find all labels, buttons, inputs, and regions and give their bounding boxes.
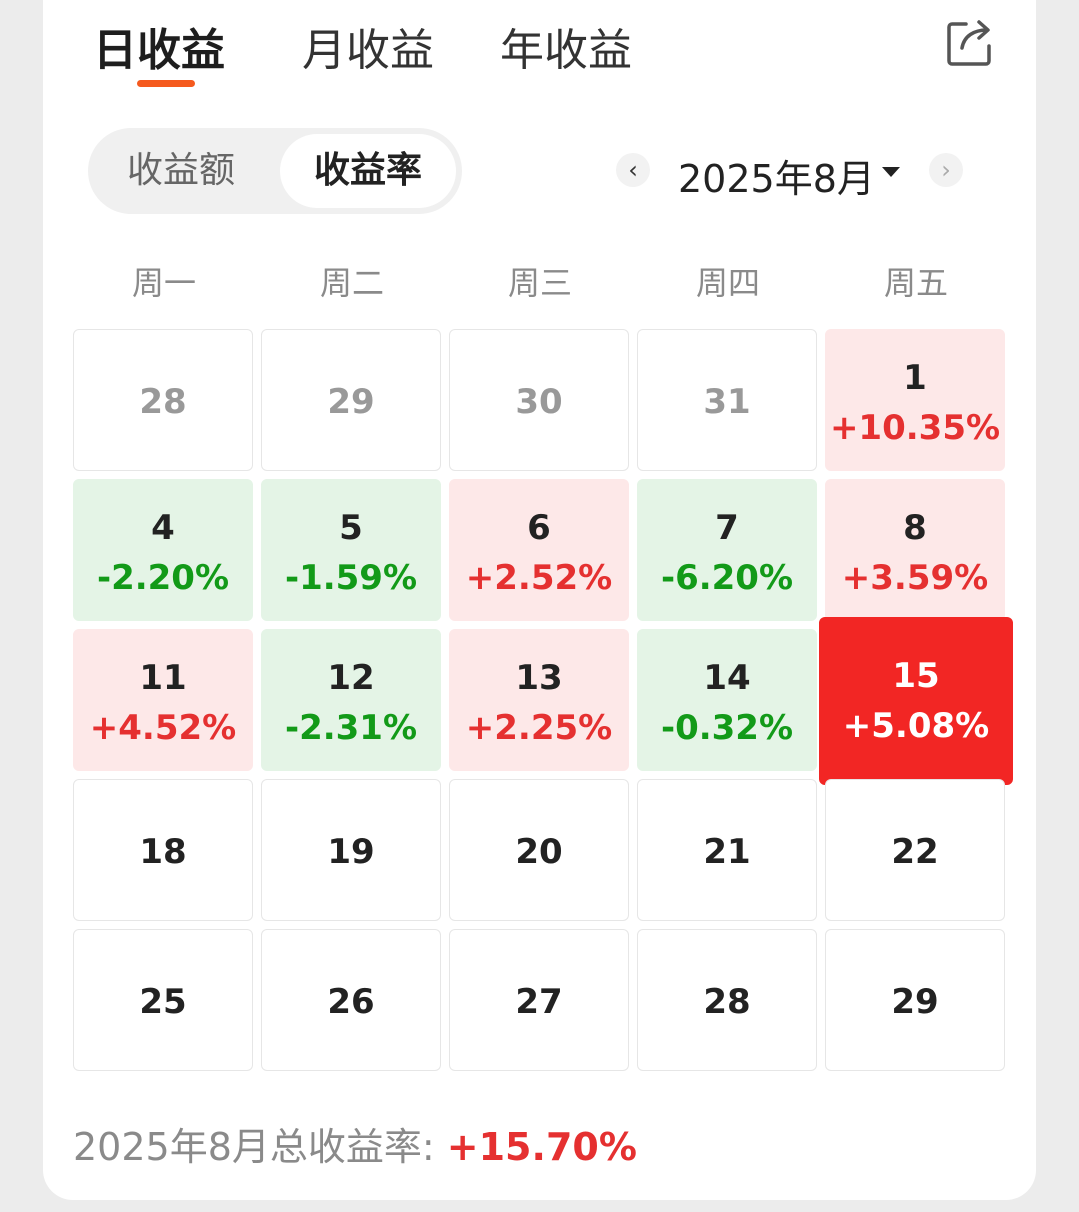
day-number: 29 xyxy=(891,982,939,1022)
month-label[interactable]: 2025年8月 xyxy=(678,157,875,201)
day-return-rate: +2.25% xyxy=(465,708,613,748)
calendar-day-cell[interactable]: 6 +2.52% xyxy=(449,479,629,621)
day-number: 25 xyxy=(139,982,187,1022)
day-return-rate: +3.59% xyxy=(841,558,989,598)
day-number: 1 xyxy=(903,358,927,398)
day-number: 15 xyxy=(892,656,940,696)
day-return-rate: -0.32% xyxy=(660,708,794,748)
calendar-day-cell[interactable]: 11 +4.52% xyxy=(73,629,253,771)
day-number: 13 xyxy=(515,658,563,698)
calendar-day-cell[interactable]: 27 xyxy=(449,929,629,1071)
calendar-day-cell[interactable]: 20 xyxy=(449,779,629,921)
calendar-day-cell[interactable]: 29 xyxy=(825,929,1005,1071)
day-return-rate: -2.20% xyxy=(96,558,230,598)
day-number: 8 xyxy=(903,508,927,548)
tab-daily-earnings[interactable]: 日收益 xyxy=(93,25,225,76)
day-return-rate: +5.08% xyxy=(842,706,990,746)
day-return-rate: -6.20% xyxy=(660,558,794,598)
day-number: 7 xyxy=(715,508,739,548)
day-number: 28 xyxy=(703,982,751,1022)
calendar-day-cell[interactable]: 30 xyxy=(449,329,629,471)
calendar-day-cell[interactable]: 21 xyxy=(637,779,817,921)
calendar-day-cell[interactable]: 12 -2.31% xyxy=(261,629,441,771)
calendar-day-cell[interactable]: 19 xyxy=(261,779,441,921)
calendar-day-cell[interactable]: 14 -0.32% xyxy=(637,629,817,771)
weekday-wednesday: 周三 xyxy=(507,264,572,302)
day-number: 27 xyxy=(515,982,563,1022)
day-number: 5 xyxy=(339,508,363,548)
weekday-monday: 周一 xyxy=(131,264,196,302)
calendar-day-cell[interactable]: 18 xyxy=(73,779,253,921)
day-return-rate: -1.59% xyxy=(284,558,418,598)
calendar-day-cell[interactable]: 13 +2.25% xyxy=(449,629,629,771)
tab-monthly-earnings[interactable]: 月收益 xyxy=(302,25,434,76)
calendar-day-cell[interactable]: 5 -1.59% xyxy=(261,479,441,621)
day-number: 20 xyxy=(515,832,563,872)
calendar-day-cell[interactable]: 15 +5.08% xyxy=(819,617,1013,785)
calendar-day-cell[interactable]: 7 -6.20% xyxy=(637,479,817,621)
calendar-day-cell[interactable]: 28 xyxy=(73,329,253,471)
tab-yearly-earnings[interactable]: 年收益 xyxy=(500,25,632,76)
summary-value: +15.70% xyxy=(446,1125,637,1169)
monthly-total-rate: 2025年8月总收益率: +15.70% xyxy=(73,1116,637,1171)
next-month-button[interactable]: › xyxy=(929,153,963,187)
caret-down-icon[interactable] xyxy=(882,167,900,177)
share-icon[interactable] xyxy=(944,18,994,68)
segment-rate[interactable]: 收益率 xyxy=(280,134,456,208)
calendar-day-cell[interactable]: 4 -2.20% xyxy=(73,479,253,621)
day-return-rate: -2.31% xyxy=(284,708,418,748)
day-number: 31 xyxy=(703,382,751,422)
weekday-tuesday: 周二 xyxy=(319,264,384,302)
day-number: 14 xyxy=(703,658,751,698)
day-number: 29 xyxy=(327,382,375,422)
day-number: 11 xyxy=(139,658,187,698)
day-number: 6 xyxy=(527,508,551,548)
day-number: 12 xyxy=(327,658,375,698)
day-number: 4 xyxy=(151,508,175,548)
day-return-rate: +2.52% xyxy=(465,558,613,598)
prev-month-button[interactable]: ‹ xyxy=(616,153,650,187)
day-return-rate: +4.52% xyxy=(89,708,237,748)
day-number: 19 xyxy=(327,832,375,872)
day-number: 26 xyxy=(327,982,375,1022)
weekday-friday: 周五 xyxy=(883,264,948,302)
day-number: 30 xyxy=(515,382,563,422)
calendar-day-cell[interactable]: 22 xyxy=(825,779,1005,921)
active-tab-indicator xyxy=(137,80,195,87)
summary-label: 2025年8月总收益率: xyxy=(73,1125,447,1169)
day-number: 28 xyxy=(139,382,187,422)
calendar-day-cell[interactable]: 25 xyxy=(73,929,253,1071)
day-return-rate: +10.35% xyxy=(829,408,1001,448)
calendar-day-cell[interactable]: 26 xyxy=(261,929,441,1071)
calendar-day-cell[interactable]: 28 xyxy=(637,929,817,1071)
calendar-day-cell[interactable]: 1 +10.35% xyxy=(825,329,1005,471)
day-number: 21 xyxy=(703,832,751,872)
segment-amount[interactable]: 收益额 xyxy=(126,150,235,191)
weekday-thursday: 周四 xyxy=(695,264,760,302)
amount-rate-toggle: 收益额 收益率 xyxy=(88,128,462,214)
day-number: 18 xyxy=(139,832,187,872)
calendar-day-cell[interactable]: 8 +3.59% xyxy=(825,479,1005,621)
day-number: 22 xyxy=(891,832,939,872)
calendar-day-cell[interactable]: 29 xyxy=(261,329,441,471)
calendar-day-cell[interactable]: 31 xyxy=(637,329,817,471)
